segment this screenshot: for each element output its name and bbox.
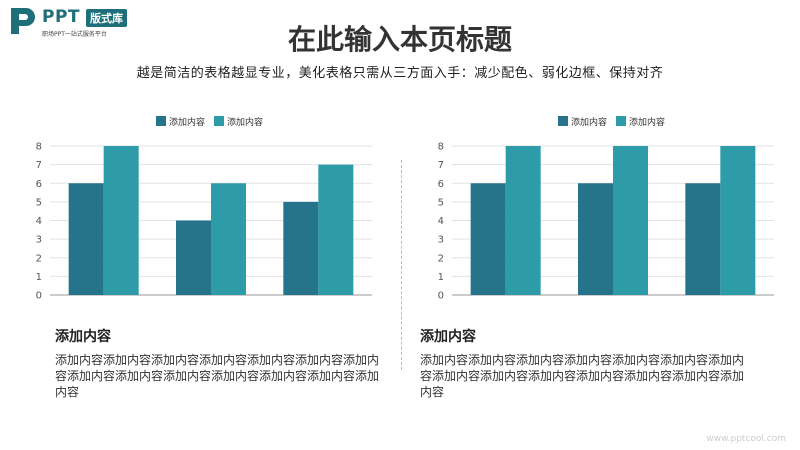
legend-swatch — [214, 116, 224, 126]
y-tick-label: 1 — [36, 272, 42, 283]
y-tick-label: 4 — [438, 216, 444, 227]
caption-title: 添加内容 — [420, 329, 476, 345]
bar-series-1 — [685, 183, 721, 295]
legend-item: 添加内容 — [616, 116, 665, 128]
y-tick-label: 1 — [438, 272, 444, 283]
legend-swatch — [616, 116, 626, 126]
page-title: 在此输入本页标题 — [287, 23, 512, 56]
logo-badge: 版式库 — [86, 9, 127, 27]
legend-item: 添加内容 — [156, 116, 205, 128]
bar-chart-left: 添加内容 添加内容 0 1 2 3 4 5 6 7 8 — [30, 110, 390, 305]
chart-svg-left: 添加内容 添加内容 0 1 2 3 4 5 6 7 8 — [36, 116, 372, 302]
bar-series-1 — [578, 183, 613, 295]
y-tick-label: 6 — [36, 179, 42, 190]
brand-logo: PPT 版式库 职场PPT一站式服务平台 — [8, 6, 158, 40]
y-tick-label: 6 — [438, 179, 444, 190]
legend-swatch — [558, 116, 568, 126]
y-tick-label: 7 — [36, 160, 42, 171]
caption-title: 添加内容 — [55, 329, 111, 345]
y-tick-label: 3 — [438, 235, 444, 246]
y-tick-label: 0 — [36, 291, 42, 302]
bar-series-1 — [283, 201, 319, 295]
legend-swatch — [156, 116, 166, 126]
y-tick-label: 2 — [36, 253, 42, 264]
logo-tagline: 职场PPT一站式服务平台 — [42, 31, 107, 38]
caption-right: 添加内容 添加内容添加内容添加内容添加内容添加内容添加内容添加内容添加内容添加内… — [420, 326, 750, 400]
legend-label: 添加内容 — [629, 116, 665, 128]
legend-label: 添加内容 — [169, 116, 205, 128]
bar-series-2 — [211, 183, 246, 295]
y-tick-label: 5 — [438, 197, 444, 208]
bar-series-1 — [470, 183, 506, 295]
y-tick-label: 5 — [36, 197, 42, 208]
watermark: www.pptcool.com — [706, 434, 786, 444]
y-tick-label: 4 — [36, 216, 42, 227]
caption-left: 添加内容 添加内容添加内容添加内容添加内容添加内容添加内容添加内容添加内容添加内… — [55, 326, 385, 400]
legend-label: 添加内容 — [571, 116, 607, 128]
caption-body: 添加内容添加内容添加内容添加内容添加内容添加内容添加内容添加内容添加内容添加内容… — [420, 353, 745, 399]
bar-series-2 — [103, 146, 139, 295]
bar-series-2 — [318, 164, 354, 295]
y-tick-label: 2 — [438, 253, 444, 264]
legend-label: 添加内容 — [227, 116, 263, 128]
y-tick-label: 7 — [438, 160, 444, 171]
legend-item: 添加内容 — [558, 116, 607, 128]
bar-series-2 — [505, 146, 541, 295]
logo-name: PPT — [42, 7, 81, 27]
bar-series-1 — [176, 220, 211, 295]
y-tick-label: 8 — [36, 142, 42, 153]
chart-svg-right: 添加内容 添加内容 0 1 2 3 4 5 6 7 8 — [438, 116, 774, 302]
page-subtitle: 越是简洁的表格越显专业，美化表格只需从三方面入手：减少配色、弱化边框、保持对齐 — [136, 66, 664, 81]
bar-series-1 — [68, 183, 104, 295]
logo-icon — [11, 8, 35, 34]
y-tick-label: 3 — [36, 235, 42, 246]
center-divider — [401, 160, 402, 370]
caption-body: 添加内容添加内容添加内容添加内容添加内容添加内容添加内容添加内容添加内容添加内容… — [55, 353, 380, 399]
bar-series-2 — [720, 146, 756, 295]
y-tick-label: 8 — [438, 142, 444, 153]
bar-chart-right: 添加内容 添加内容 0 1 2 3 4 5 6 7 8 — [432, 110, 792, 305]
y-tick-label: 0 — [438, 291, 444, 302]
bar-series-2 — [613, 146, 648, 295]
legend-item: 添加内容 — [214, 116, 263, 128]
